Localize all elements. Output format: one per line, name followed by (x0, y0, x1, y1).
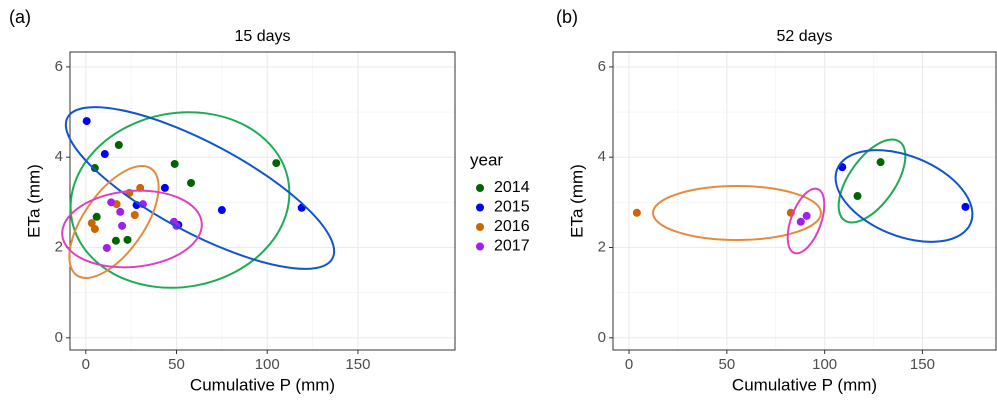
point (160, 183, 169, 192)
point (87, 219, 96, 228)
point (802, 211, 811, 220)
legend-title: year (470, 150, 503, 169)
plot-border (612, 51, 997, 351)
chart-title: 15 days (234, 28, 290, 45)
y-tick-label: 6 (55, 58, 63, 75)
y-axis-label: ETa (mm) (24, 164, 43, 238)
point (90, 224, 99, 233)
point (118, 221, 127, 230)
point (92, 212, 101, 221)
point (130, 210, 139, 219)
point (123, 235, 132, 244)
ellipse (652, 185, 822, 241)
legend-label: 2017 (494, 238, 530, 255)
point (272, 159, 281, 168)
y-tick-label: 4 (55, 148, 63, 165)
plot-background (613, 52, 996, 350)
point (187, 178, 196, 187)
panel-label: (b) (556, 7, 578, 27)
x-axis-label: Cumulative P (mm) (190, 375, 335, 394)
ellipse (834, 149, 974, 243)
ellipse (64, 106, 336, 270)
point (82, 117, 91, 126)
x-axis-label: Cumulative P (mm) (732, 375, 877, 394)
point (100, 150, 109, 159)
y-tick-label: 6 (598, 58, 606, 75)
point (114, 141, 123, 150)
point (107, 198, 116, 207)
legend-marker (476, 184, 484, 192)
legend-marker (476, 223, 484, 231)
panel-label: (a) (9, 7, 31, 27)
point (102, 243, 111, 252)
y-tick-label: 0 (598, 329, 606, 346)
ellipse (68, 165, 160, 279)
x-tick-label: 100 (255, 356, 280, 373)
point (853, 192, 862, 201)
ellipse (61, 189, 203, 269)
x-tick-label: 150 (910, 356, 935, 373)
x-tick-label: 150 (345, 356, 370, 373)
ellipse (69, 111, 291, 289)
y-tick-label: 2 (55, 238, 63, 255)
legend-marker (476, 242, 484, 251)
ellipse (786, 187, 826, 255)
legend-marker (476, 203, 484, 212)
point (90, 164, 99, 173)
y-tick-label: 4 (598, 148, 606, 165)
legend-label: 2016 (494, 218, 530, 235)
point (876, 158, 885, 167)
y-tick-label: 0 (55, 329, 63, 346)
x-tick-label: 50 (718, 356, 735, 373)
x-tick-label: 50 (168, 356, 185, 373)
point (116, 207, 125, 216)
point (111, 236, 120, 245)
point (217, 206, 226, 215)
y-axis-label: ETa (mm) (567, 164, 586, 238)
point (632, 208, 641, 217)
ellipse (837, 138, 907, 224)
point (961, 202, 970, 211)
x-tick-label: 0 (82, 356, 90, 373)
x-tick-label: 0 (625, 356, 633, 373)
legend-label: 2015 (494, 199, 530, 216)
ellipses (61, 106, 974, 289)
point (170, 159, 179, 168)
y-tick-label: 2 (598, 238, 606, 255)
legend-label: 2014 (494, 179, 530, 196)
x-tick-label: 100 (812, 356, 837, 373)
point (796, 217, 805, 226)
plot-background (70, 52, 455, 350)
chart-title: 52 days (776, 28, 832, 45)
